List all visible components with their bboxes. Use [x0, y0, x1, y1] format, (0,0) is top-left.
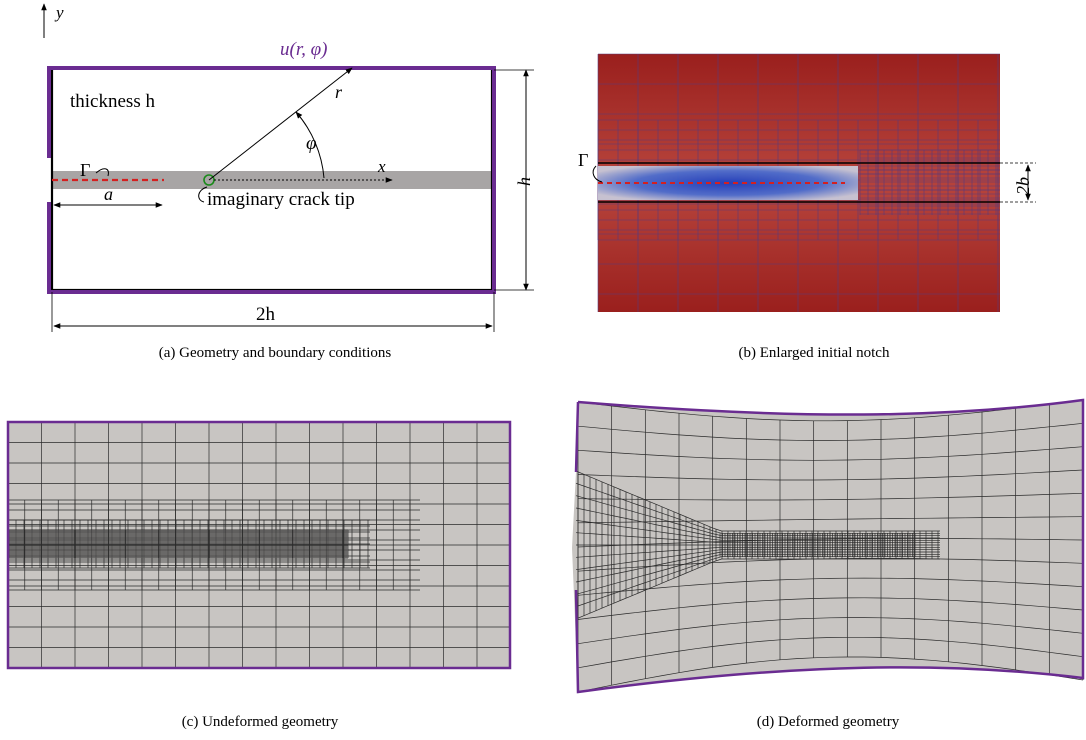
panel-a: y u(r, φ) thickness h Γ a imaginary crac…	[41, 3, 534, 361]
gamma-label: Γ	[80, 160, 90, 180]
caption-d: (d) Deformed geometry	[757, 714, 900, 730]
crack-tip-label: imaginary crack tip	[207, 189, 355, 210]
bc-label: u(r, φ)	[280, 39, 327, 60]
caption-a: (a) Geometry and boundary conditions	[159, 345, 392, 361]
height-label: h	[514, 177, 534, 186]
mesh-d	[575, 399, 1084, 693]
dirichlet-boundary	[47, 66, 496, 294]
crack-tip-pointer	[198, 186, 208, 203]
2b-label: 2b	[1013, 177, 1033, 195]
deformed-boundary	[574, 398, 1085, 694]
gamma-label-b: Γ	[578, 150, 588, 170]
caption-b: (b) Enlarged initial notch	[739, 345, 890, 361]
width-label: 2h	[256, 304, 276, 325]
caption-c: (c) Undeformed geometry	[182, 714, 339, 730]
r-arrow	[208, 67, 353, 181]
panel-b: 2b Γ (b) Enlarged initial notch	[578, 53, 1036, 361]
mesh-c	[7, 421, 510, 669]
r-label: r	[335, 82, 343, 102]
gamma-pointer-b	[592, 165, 603, 183]
panel-d: (d) Deformed geometry	[572, 398, 1085, 730]
phi-label: φ	[306, 133, 317, 154]
gamma-pointer	[95, 168, 109, 177]
y-axis-label: y	[54, 3, 64, 22]
a-label: a	[104, 184, 113, 204]
panel-c: (c) Undeformed geometry	[6, 420, 512, 730]
undeformed-boundary	[6, 420, 512, 670]
x-axis-label: x	[377, 157, 386, 176]
phi-arc	[295, 111, 325, 179]
thickness-label: thickness h	[70, 91, 155, 112]
